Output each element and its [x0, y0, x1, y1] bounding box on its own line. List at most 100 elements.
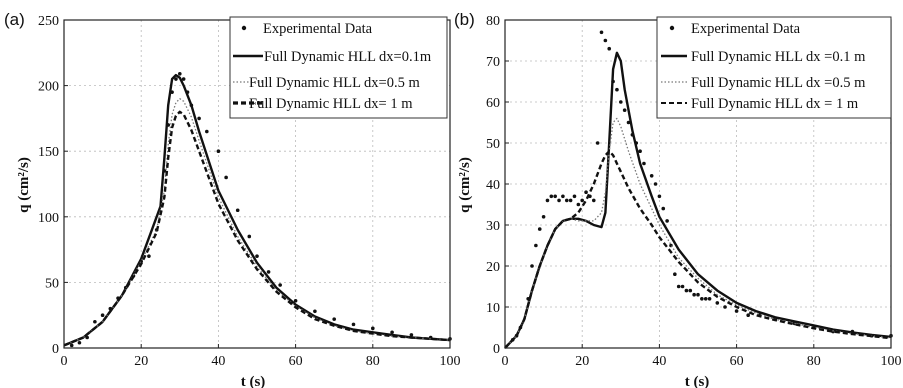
panel-b-experimental-point: [534, 243, 538, 248]
panel-a-experimental-point: [255, 254, 259, 258]
panel-b-experimental-point: [649, 174, 654, 178]
panel-b-y-tick-label: 10: [486, 301, 500, 316]
panel-b-experimental-point: [665, 219, 669, 223]
panel-a-experimental-point: [313, 309, 317, 314]
panel-b-experimental-point: [619, 100, 623, 104]
panel-b-x-tick-label: 0: [502, 354, 509, 369]
panel-a-experimental-point: [69, 343, 74, 348]
panel-a-legend-label-dx1: Full Dynamic HLL dx= 1 m: [249, 96, 413, 112]
panel-b-experimental-point: [580, 198, 584, 203]
panel-b-y-tick-label: 60: [486, 96, 500, 111]
panel-a-experimental-point: [278, 283, 282, 287]
panel-a-experimental-point: [247, 234, 252, 239]
panel-b-legend-label-dx01: Full Dynamic HLL dx =0.1 m: [691, 49, 866, 65]
panel-b-legend: Experimental Data Full Dynamic HLL dx =0…: [656, 16, 892, 119]
panel-a-x-tick-label: 80: [366, 354, 380, 369]
panel-b-y-tick-label: 20: [486, 260, 500, 275]
panel-b-label: (b): [454, 10, 475, 29]
panel-a-experimental-point: [216, 149, 221, 153]
panel-a-series-line-2: [63, 98, 451, 347]
panel-b-legend-label-dx1: Full Dynamic HLL dx = 1 m: [691, 96, 859, 112]
panel-b-experimental-point: [545, 198, 550, 203]
panel-a-experimental-point: [409, 333, 414, 337]
panel-a-experimental-point: [235, 208, 240, 213]
panel-a-experimental-point: [174, 77, 178, 81]
panel-b-experimental-point: [564, 198, 569, 203]
panel-a-experimental-point: [93, 319, 97, 324]
panel-b-experimental-point: [653, 182, 658, 186]
panel-b-y-tick-label: 50: [486, 137, 500, 152]
panel-a-x-axis-label: t (s): [241, 374, 266, 388]
panel-b-experimental-point: [615, 87, 619, 92]
panel-a-experimental-point: [293, 298, 298, 303]
panel-a-legend: Experimental Data Full Dynamic HLL dx=0.…: [229, 16, 448, 119]
panel-a-legend-label-dx05: Full Dynamic HLL dx=0.5 m: [249, 75, 420, 91]
panel-b-experimental-point: [568, 198, 573, 203]
panel-b-experimental-point: [530, 264, 534, 268]
panel-b-ticks: 0 20 40 60 80 100 0 10 20 30 40 50 60 70 80: [486, 14, 902, 369]
panel-b-experimental-point: [622, 108, 627, 112]
panel-a-experimental-point: [224, 175, 228, 180]
panel-a-experimental-point: [77, 340, 82, 345]
panel-a-y-tick-label: 0: [52, 342, 59, 357]
panel-a-experimental-point: [332, 317, 337, 321]
panel-a-experimental-point: [181, 77, 186, 81]
panel-b-y-tick-label: 80: [486, 14, 500, 29]
panel-b-x-tick-label: 40: [652, 354, 666, 369]
panel-b-y-tick-label: 0: [493, 342, 500, 357]
panel-a-x-tick-label: 40: [211, 354, 225, 369]
panel-b-y-tick-label: 70: [486, 55, 500, 70]
panel-b-experimental-point: [746, 313, 750, 318]
panel-b-series-line-3: [504, 150, 892, 349]
panel-b-experimental-point: [572, 194, 577, 199]
panel-b-x-tick-label: 20: [575, 354, 589, 369]
panel-b-experimental-point: [537, 227, 542, 231]
panel-b-experimental-point: [603, 38, 608, 43]
panel-b-legend-box: [656, 16, 892, 119]
panel-a-legend-box: [229, 16, 448, 119]
panel-b-experimental-point: [692, 292, 696, 297]
panel-a-experimental-point: [197, 116, 201, 121]
panel-a-y-axis-label: q (cm²/s): [16, 157, 32, 213]
panel-b-experimental-point: [661, 206, 666, 211]
panel-b-experimental-point: [576, 202, 581, 207]
panel-b-series-line-2: [504, 117, 892, 349]
panel-b-experimental-point: [638, 149, 642, 153]
panel-b-experimental-point: [676, 284, 681, 289]
panel-b-x-axis-label: t (s): [685, 374, 710, 388]
panel-b-experimental-point: [700, 297, 704, 301]
panel-b-y-axis-label: q (cm²/s): [457, 157, 473, 213]
panel-a-legend-label-dx01: Full Dynamic HLL dx=0.1m: [264, 49, 432, 65]
panel-b-experimental-point: [541, 215, 546, 219]
panel-b-legend-label-experimental: Experimental Data: [691, 21, 801, 37]
panel-b-experimental-point: [673, 272, 677, 277]
panel-a-ticks: 0 20 40 60 80 100 0 50 100 150 200 250: [38, 14, 461, 369]
panel-a-experimental-point: [351, 322, 356, 327]
panel-a-y-tick-label: 250: [38, 14, 59, 29]
panel-a-x-tick-label: 60: [289, 354, 303, 369]
panel-b-x-tick-label: 60: [730, 354, 744, 369]
panel-b-x-tick-label: 80: [807, 354, 821, 369]
panel-a-series-line-3: [63, 110, 451, 347]
panel-a-y-tick-label: 150: [38, 145, 59, 160]
panel-a-x-tick-label: 0: [61, 354, 68, 369]
panel-b-legend-marker-experimental: [669, 25, 675, 31]
panel-b-experimental-point: [642, 161, 646, 166]
panel-b-experimental-point: [715, 301, 720, 305]
panel-b-legend-label-dx05: Full Dynamic HLL dx =0.5 m: [691, 75, 866, 91]
panel-a-experimental-point: [390, 330, 394, 335]
panel-a-experimental-point: [371, 326, 375, 331]
panel-a-x-tick-label: 100: [440, 354, 461, 369]
panel-b-series: [504, 30, 893, 349]
panel-b-y-tick-label: 30: [486, 219, 500, 234]
panel-b-experimental-point: [707, 297, 712, 301]
panel-a-experimental-point: [100, 313, 105, 318]
panel-b-experimental-point: [599, 30, 604, 35]
panel-a-series-line-1: [63, 73, 451, 347]
panel-b-experimental-point: [584, 190, 588, 194]
panel-a-experimental-point: [147, 254, 151, 258]
panel-b-x-tick-label: 100: [881, 354, 902, 369]
panel-b-experimental-point: [591, 198, 596, 203]
